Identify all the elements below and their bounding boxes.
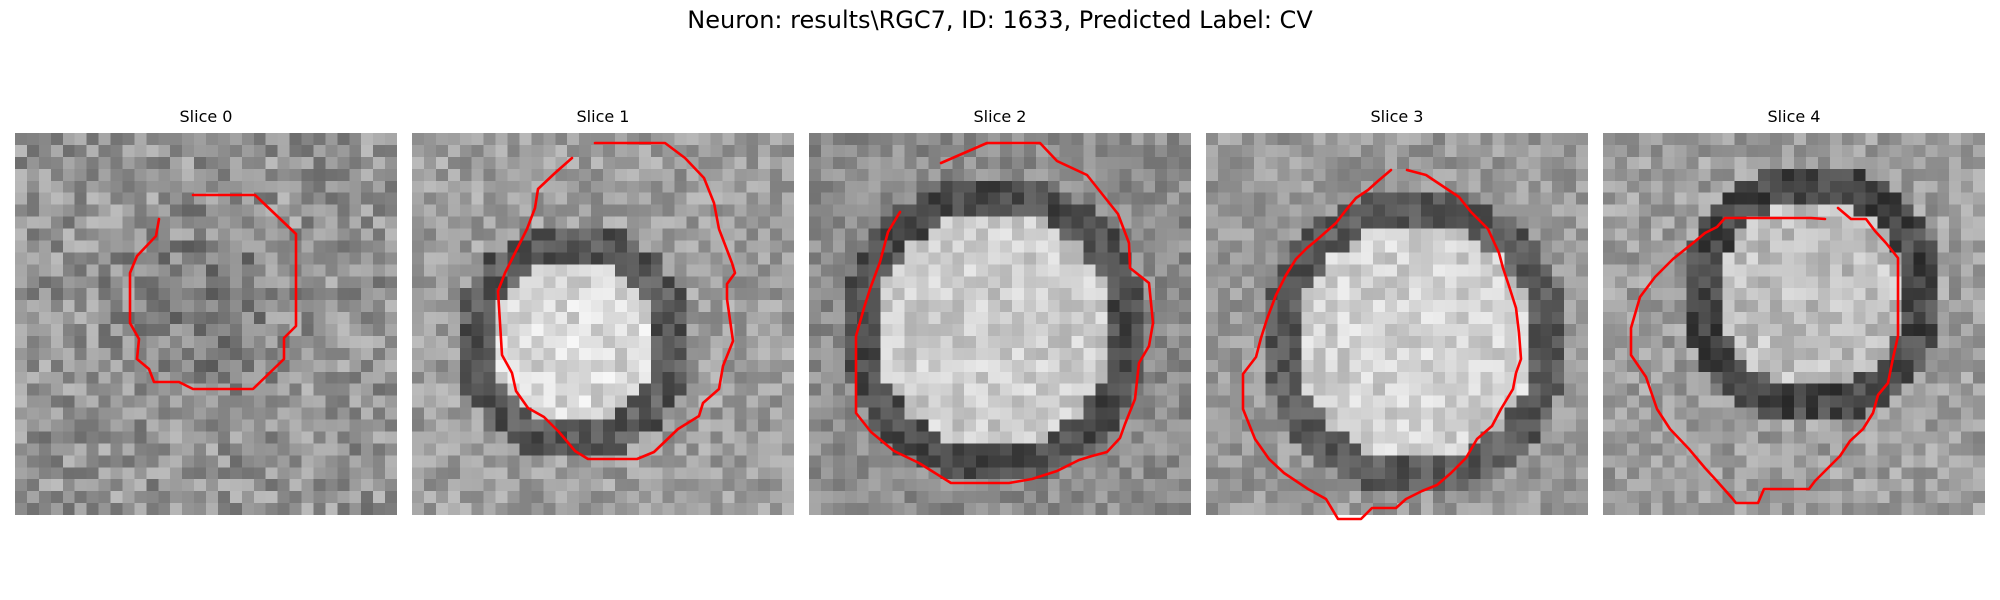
slice-overlay-2	[854, 141, 1155, 485]
slice-title-2: Slice 2	[973, 107, 1027, 126]
slice-title-1: Slice 1	[576, 107, 630, 126]
figure-title: Neuron: results\RGC7, ID: 1633, Predicte…	[687, 6, 1313, 34]
slice-title-0: Slice 0	[179, 107, 233, 126]
slice-image-2	[809, 133, 1191, 515]
slice-image-3	[1206, 133, 1588, 515]
slice-image-4	[1603, 133, 1985, 515]
contour-line-3	[1241, 168, 1523, 521]
contour-line-0	[128, 193, 298, 391]
slice-overlay-3	[1241, 168, 1523, 521]
slice-image-0	[15, 133, 397, 515]
contour-line-1	[496, 141, 737, 461]
slice-overlay-0	[128, 193, 298, 391]
slice-overlay-1	[496, 141, 737, 461]
contour-line-2	[854, 141, 1155, 485]
slice-title-3: Slice 3	[1370, 107, 1424, 126]
slice-overlay-4	[1629, 206, 1900, 505]
slice-title-4: Slice 4	[1767, 107, 1821, 126]
contour-line-4	[1629, 206, 1900, 505]
